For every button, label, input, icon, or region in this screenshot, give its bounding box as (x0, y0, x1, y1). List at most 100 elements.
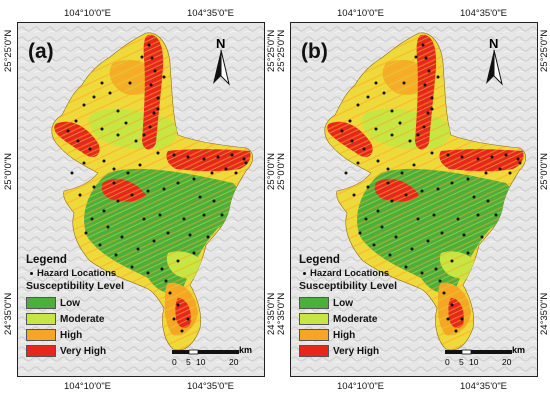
scale-tick-0: 0 (445, 357, 450, 367)
hazard-point (356, 103, 360, 107)
hazard-point (382, 91, 386, 95)
legend: Legend Hazard Locations Susceptibility L… (26, 254, 124, 359)
hazard-point (138, 163, 142, 167)
hazard-point (348, 119, 352, 123)
legend-swatch-very-high (26, 345, 56, 357)
hazard-point (366, 185, 370, 189)
scale-bar-graphic: 0 5 10 20 (172, 349, 239, 367)
lon-tick-top-right: 104°35'0"E (187, 8, 235, 19)
lat-tick-left-bottom: 24°35'0"N (3, 292, 14, 335)
hazard-point (162, 187, 166, 191)
north-label: N (489, 36, 499, 51)
scale-bar-graphic: 0 5 10 20 (445, 349, 512, 367)
hazard-point (516, 157, 520, 161)
hazard-point (120, 235, 124, 239)
hazard-point (450, 259, 454, 263)
hazard-point (490, 155, 494, 159)
legend-label-moderate: Moderate (333, 313, 378, 325)
hazard-point (486, 199, 490, 203)
hazard-point (162, 75, 166, 79)
lat-tick-right-top: 25°25'0"N (539, 29, 550, 72)
hazard-point (92, 185, 96, 189)
map-panel-a: 104°10'0"E 104°35'0"E 104°10'0"E 104°35'… (2, 0, 277, 400)
hazard-point (116, 109, 120, 113)
hazard-point (450, 181, 454, 185)
hazard-point (244, 161, 248, 165)
hazard-point (149, 83, 153, 87)
hazard-point (494, 213, 498, 217)
hazard-point (212, 199, 216, 203)
hazard-point (380, 225, 384, 229)
scale-tick-20: 20 (502, 357, 512, 367)
lon-tick-top-left: 104°10'0"E (64, 8, 112, 19)
hazard-point (102, 159, 106, 163)
hazard-point (374, 81, 378, 85)
hazard-point (404, 193, 408, 197)
hazard-point (476, 157, 480, 161)
hazard-point (390, 133, 394, 137)
lon-tick-bottom-right: 104°35'0"E (460, 381, 508, 392)
legend-label-low: Low (60, 297, 80, 309)
lon-tick-top-right: 104°35'0"E (460, 8, 508, 19)
hazard-point (124, 121, 128, 125)
hazard-point (116, 199, 120, 203)
hazard-point (230, 153, 234, 157)
hazard-point (400, 171, 404, 175)
hazard-point (434, 267, 438, 271)
legend-item-low: Low (299, 295, 397, 311)
hazard-point (112, 167, 116, 171)
hazard-point (136, 247, 140, 251)
legend-hazard-locations: Hazard Locations (303, 268, 397, 279)
hazard-point (410, 247, 414, 251)
hazard-point (172, 317, 176, 321)
hazard-point (100, 81, 104, 85)
legend-swatch-high (299, 329, 329, 341)
hazard-point (114, 253, 118, 257)
hazard-point (426, 239, 430, 243)
hazard-point (172, 153, 176, 157)
lon-tick-bottom-right: 104°35'0"E (187, 381, 235, 392)
hazard-point (84, 231, 88, 235)
hazard-point (438, 279, 442, 283)
hazard-point (358, 231, 362, 235)
hazard-point (376, 209, 380, 213)
hazard-point (164, 279, 168, 283)
legend-swatch-moderate (299, 313, 329, 325)
hazard-point (182, 217, 186, 221)
lon-tick-bottom-left: 104°10'0"E (337, 381, 385, 392)
hazard-point (202, 157, 206, 161)
hazard-point (420, 271, 424, 275)
legend-item-moderate: Moderate (26, 311, 124, 327)
lat-tick-left-mid: 25°0'0"N (3, 153, 14, 190)
hazard-point (112, 181, 116, 185)
legend-label-moderate: Moderate (60, 313, 105, 325)
panel-label: (b) (301, 40, 328, 63)
hazard-point (416, 133, 420, 137)
legend: Legend Hazard Locations Susceptibility L… (299, 254, 397, 359)
hazard-point (150, 56, 154, 60)
hazard-dot-icon (303, 272, 306, 275)
hazard-point (350, 139, 354, 143)
north-arrow-icon (486, 50, 503, 86)
scale-unit: km (512, 345, 526, 355)
hazard-point (476, 213, 480, 217)
hazard-point (456, 217, 460, 221)
hazard-point (498, 167, 502, 171)
hazard-point (210, 171, 214, 175)
map-canvas (291, 23, 537, 376)
map-frame (290, 22, 538, 377)
hazard-point (436, 187, 440, 191)
hazard-point (128, 81, 132, 85)
hazard-point (116, 133, 120, 137)
hazard-point (421, 43, 425, 47)
hazard-point (108, 91, 112, 95)
hazard-point (176, 259, 180, 263)
hazard-point (386, 167, 390, 171)
hazard-point (153, 69, 157, 73)
hazard-point (466, 251, 470, 255)
scale-tick-0: 0 (172, 357, 177, 367)
hazard-point (152, 239, 156, 243)
hazard-point (427, 69, 431, 73)
hazard-point (362, 147, 366, 151)
legend-swatch-high (26, 329, 56, 341)
